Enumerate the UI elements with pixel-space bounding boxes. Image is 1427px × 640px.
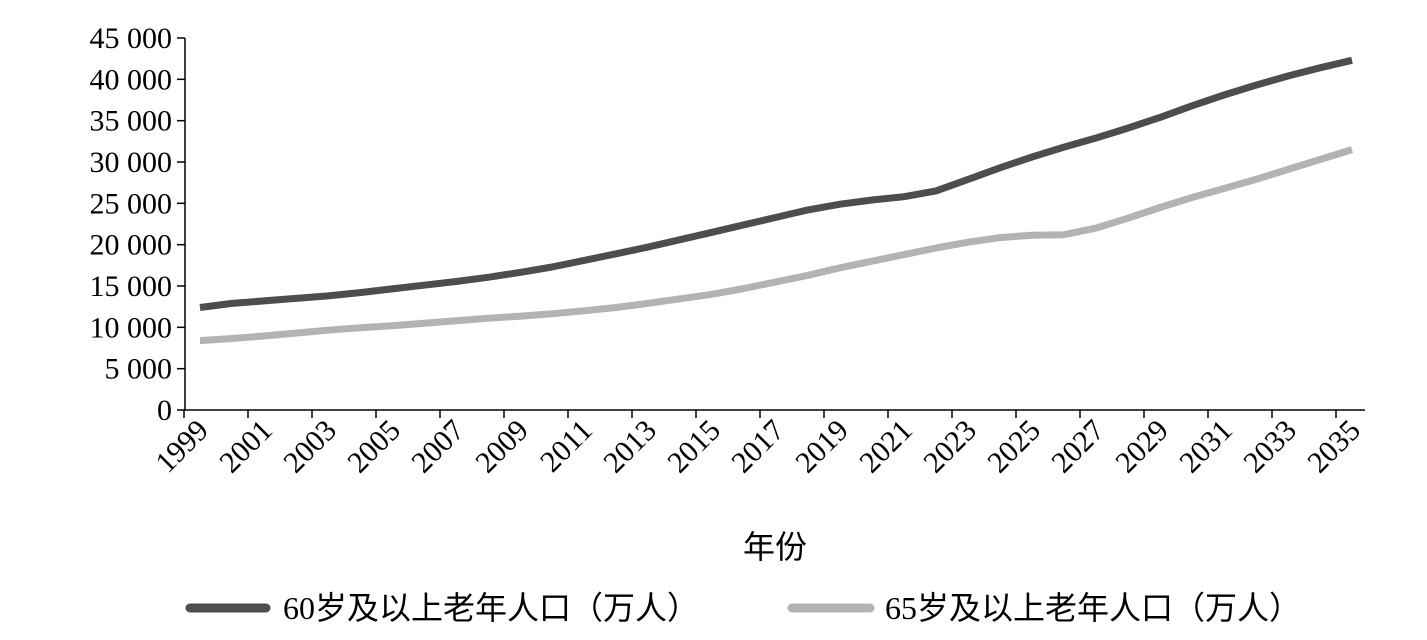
x-tick-label: 2031 (1173, 414, 1239, 480)
plot-area (199, 56, 1354, 345)
x-tick-label: 2035 (1301, 414, 1367, 480)
y-tick-label: 20 000 (90, 229, 173, 262)
x-tick-label: 2011 (534, 414, 599, 479)
x-tick-label: 2029 (1109, 414, 1175, 480)
x-tick-label: 2017 (725, 414, 791, 480)
y-tick-label: 35 000 (90, 105, 173, 138)
x-tick-label: 2013 (597, 414, 663, 480)
legend-label-2: 65岁及以上老年人口（万人） (885, 590, 1301, 626)
x-tick-label: 2027 (1045, 414, 1111, 480)
x-tick-label: 2009 (469, 414, 535, 480)
y-axis-ticks: 0 5 000 10 000 15 000 20 000 25 000 30 000 35 0… (90, 22, 185, 427)
x-tick-label: 2003 (277, 414, 343, 480)
x-tick-label: 2023 (917, 414, 983, 480)
y-tick-label: 40 000 (90, 63, 173, 96)
x-tick-label: 2021 (853, 414, 919, 480)
y-tick-label: 25 000 (90, 187, 173, 220)
y-tick-label: 5 000 (105, 353, 173, 386)
x-tick-label: 2005 (341, 414, 407, 480)
legend-label-1: 60岁及以上老年人口（万人） (283, 590, 699, 626)
y-tick-label: 0 (157, 394, 172, 427)
y-tick-label: 10 000 (90, 311, 173, 344)
x-tick-label: 2033 (1237, 414, 1303, 480)
y-tick-label: 15 000 (90, 270, 173, 303)
series-line-1 (199, 56, 1353, 311)
series-line-2 (199, 146, 1354, 345)
x-tick-label: 2025 (981, 414, 1047, 480)
x-tick-label: 2019 (789, 414, 855, 480)
x-tick-label: 2015 (661, 414, 727, 480)
y-tick-label: 45 000 (90, 22, 173, 55)
legend: 60岁及以上老年人口（万人） 65岁及以上老年人口（万人） (185, 590, 1301, 626)
x-axis-title: 年份 (743, 529, 807, 565)
x-tick-label: 2007 (405, 414, 471, 480)
y-tick-label: 30 000 (90, 146, 173, 179)
x-tick-label: 2001 (213, 414, 279, 480)
